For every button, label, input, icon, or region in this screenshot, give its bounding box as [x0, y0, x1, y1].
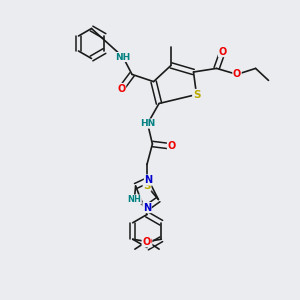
Text: O: O — [142, 237, 150, 247]
Text: N: N — [144, 175, 153, 185]
Text: N: N — [143, 202, 151, 213]
Text: S: S — [193, 89, 200, 100]
Text: HN: HN — [140, 119, 155, 128]
Text: NH: NH — [128, 195, 141, 204]
Text: O: O — [233, 69, 241, 80]
Text: O: O — [144, 237, 152, 247]
Text: O: O — [117, 83, 126, 94]
Text: O: O — [167, 141, 176, 152]
Text: O: O — [218, 46, 227, 57]
Text: NH: NH — [116, 52, 130, 62]
Text: S: S — [143, 181, 151, 191]
